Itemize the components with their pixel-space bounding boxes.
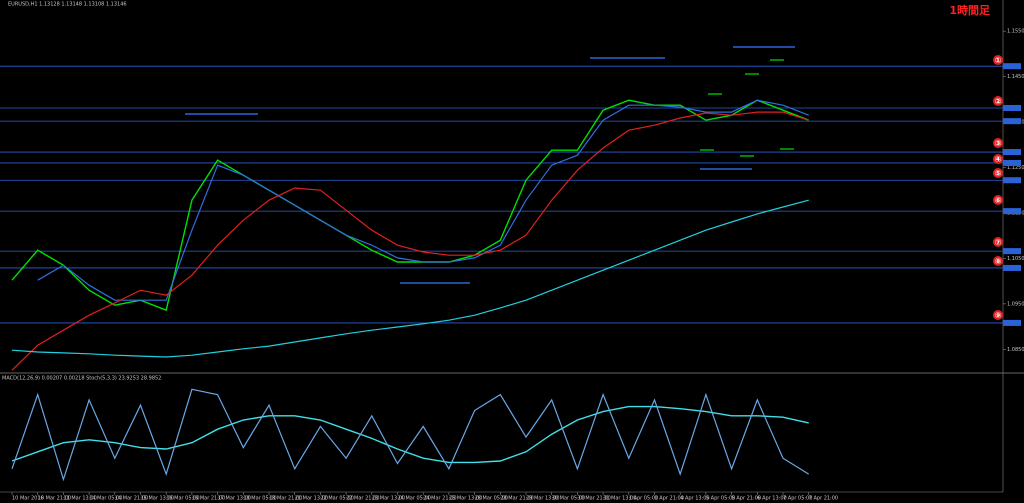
x-tick-label: 24 Mar 21:00 bbox=[423, 496, 456, 502]
x-tick-label: 4 Apr 13:00 bbox=[680, 496, 709, 502]
x-tick-label: 17 Mar 13:00 bbox=[218, 496, 251, 502]
level-tag bbox=[1003, 264, 1021, 271]
series-line bbox=[11, 199, 809, 358]
y-tick-label: 1.15500 bbox=[1007, 29, 1024, 35]
chart-title: EURUSD,H1 1.13128 1.13148 1.13108 1.1314… bbox=[8, 2, 127, 8]
annotation-badge bbox=[993, 237, 1003, 247]
series-line bbox=[11, 99, 809, 312]
x-tick-label: 6 Apr 13:00 bbox=[757, 496, 786, 502]
x-tick-label: 10 Mar 21:00 bbox=[38, 496, 71, 502]
x-tick-label: 28 Mar 05:00 bbox=[475, 496, 508, 502]
y-tick-label: 1.10500 bbox=[1007, 256, 1024, 262]
annotation: ① bbox=[995, 56, 1002, 65]
annotation-badge bbox=[993, 256, 1003, 266]
x-tick-label: 28 Mar 21:00 bbox=[500, 496, 533, 502]
level-tag bbox=[1003, 104, 1021, 111]
level-tag bbox=[1003, 63, 1021, 70]
level-tag bbox=[1003, 159, 1021, 166]
y-tick-label: 1.09500 bbox=[1007, 301, 1024, 307]
x-tick-label: 1 Apr 05:00 bbox=[629, 496, 658, 502]
x-tick-label: 15 Mar 13:00 bbox=[141, 496, 174, 502]
y-tick-label: 1.12500 bbox=[1007, 165, 1024, 171]
chart-subtitle: 1時間足 bbox=[949, 3, 991, 17]
x-tick-label: 5 Apr 21:00 bbox=[732, 496, 761, 502]
x-tick-label: 29 Mar 13:00 bbox=[526, 496, 559, 502]
annotation: ② bbox=[995, 97, 1002, 106]
annotation: ⑤ bbox=[995, 169, 1002, 178]
y-tick-label: 1.14500 bbox=[1007, 74, 1024, 80]
y-tick-label: 1.08500 bbox=[1007, 347, 1024, 353]
x-tick-label: 16 Mar 21:00 bbox=[192, 496, 225, 502]
level-tag bbox=[1003, 149, 1021, 156]
swing-markers bbox=[700, 59, 794, 157]
annotation-badge bbox=[993, 310, 1003, 320]
x-tick-label: 10 Mar 2016 bbox=[12, 496, 44, 502]
x-tick-label: 14 Mar 05:00 bbox=[89, 496, 122, 502]
x-tick-label: 30 Mar 05:00 bbox=[552, 496, 585, 502]
x-tick-label: 21 Mar 13:00 bbox=[295, 496, 328, 502]
x-tick-label: 30 Mar 21:00 bbox=[577, 496, 610, 502]
series-line bbox=[11, 388, 810, 482]
x-tick-label: 14 Mar 21:00 bbox=[115, 496, 148, 502]
x-tick-label: 23 Mar 13:00 bbox=[372, 496, 405, 502]
annotation-badge bbox=[993, 138, 1003, 148]
annotation: ⑥ bbox=[995, 196, 1002, 205]
x-tick-label: 24 Mar 05:00 bbox=[398, 496, 431, 502]
level-tag bbox=[1003, 177, 1021, 184]
level-tag bbox=[1003, 319, 1021, 326]
x-tick-label: 25 Mar 13:00 bbox=[449, 496, 482, 502]
annotation: ⑦ bbox=[995, 238, 1002, 247]
annotation-badge bbox=[993, 195, 1003, 205]
panel-title: MACD(12,26,9) 0.00207 0.00218 Stoch(5,3,… bbox=[2, 376, 161, 382]
level-tag bbox=[1003, 118, 1021, 125]
level-tag bbox=[1003, 208, 1021, 215]
annotation-badge bbox=[993, 168, 1003, 178]
annotation: ③ bbox=[995, 139, 1002, 148]
annotation-badge bbox=[993, 154, 1003, 164]
series-line bbox=[11, 405, 809, 464]
level-tag bbox=[1003, 248, 1021, 255]
range-markers bbox=[185, 46, 795, 284]
x-tick-label: 22 Mar 21:00 bbox=[346, 496, 379, 502]
annotation: ⑧ bbox=[995, 257, 1002, 266]
x-tick-label: 16 Mar 05:00 bbox=[166, 496, 199, 502]
x-tick-label: 1 Apr 21:00 bbox=[655, 496, 684, 502]
series-line bbox=[37, 99, 809, 301]
annotation: ⑨ bbox=[995, 311, 1002, 320]
annotation: ④ bbox=[995, 155, 1002, 164]
x-tick-label: 7 Apr 05:00 bbox=[783, 496, 812, 502]
x-tick-label: 22 Mar 05:00 bbox=[320, 496, 353, 502]
x-tick-label: 18 Mar 05:00 bbox=[243, 496, 276, 502]
x-tick-label: 5 Apr 05:00 bbox=[706, 496, 735, 502]
x-tick-label: 7 Apr 21:00 bbox=[809, 496, 838, 502]
annotation-badge bbox=[993, 96, 1003, 106]
x-tick-label: 11 Mar 13:00 bbox=[63, 496, 96, 502]
series-line bbox=[11, 111, 809, 371]
x-tick-label: 31 Mar 13:00 bbox=[603, 496, 636, 502]
annotation-badge bbox=[993, 55, 1003, 65]
x-tick-label: 18 Mar 21:00 bbox=[269, 496, 302, 502]
